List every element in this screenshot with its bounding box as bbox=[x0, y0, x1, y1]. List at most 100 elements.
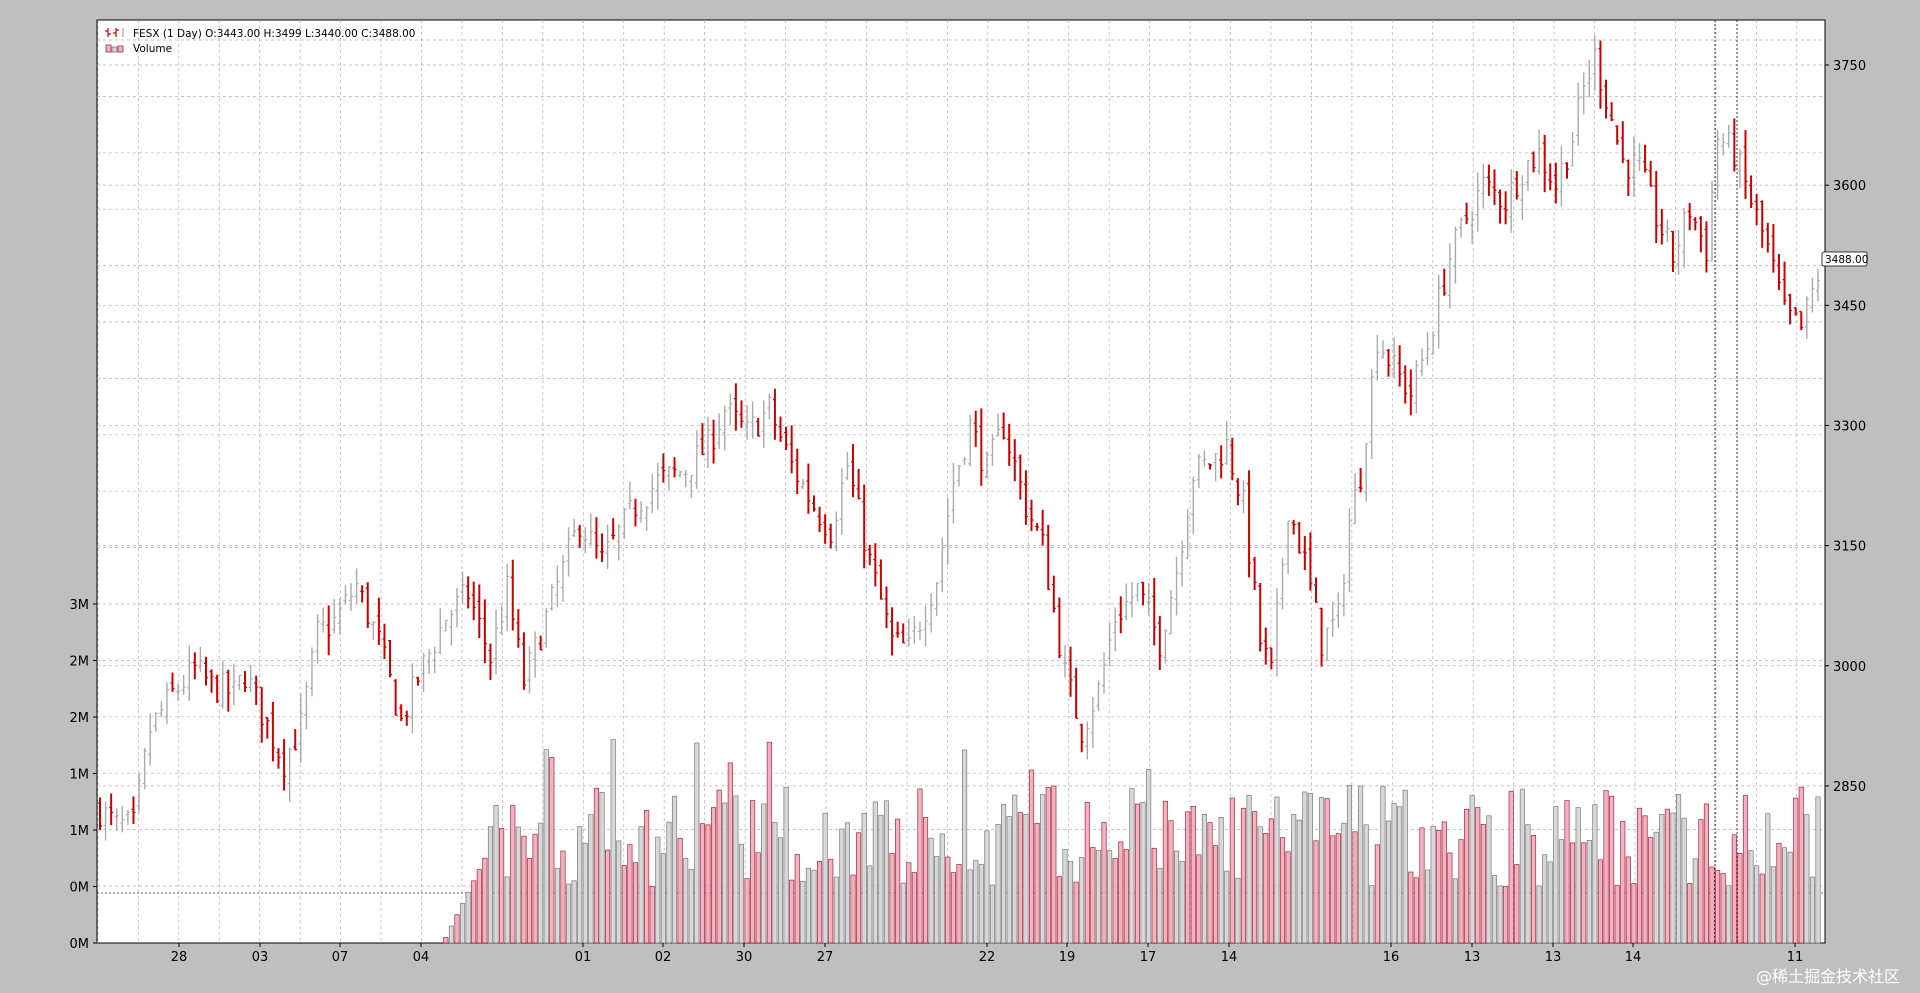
volume-bar bbox=[945, 856, 951, 944]
volume-bar bbox=[616, 840, 622, 944]
volume-bar bbox=[1698, 819, 1704, 944]
volume-bar bbox=[1759, 873, 1765, 944]
x-tick-label: 11 bbox=[1787, 950, 1804, 965]
volume-bar bbox=[906, 862, 912, 944]
volume-bar bbox=[1620, 821, 1626, 944]
price-tick-label: 3450 bbox=[1833, 299, 1866, 314]
volume-bar bbox=[482, 857, 488, 944]
volume-bar bbox=[1798, 786, 1804, 944]
volume-bar bbox=[844, 822, 850, 944]
volume-bar bbox=[738, 843, 745, 944]
volume-bar bbox=[1659, 813, 1665, 944]
price-tag-box bbox=[1821, 251, 1868, 267]
volume-bar bbox=[828, 858, 834, 944]
volume-bar bbox=[1330, 835, 1336, 944]
volume-bar bbox=[666, 821, 672, 944]
volume-bar bbox=[711, 807, 717, 944]
volume-bar bbox=[1224, 870, 1230, 944]
volume-bar bbox=[1575, 807, 1581, 944]
volume-bar bbox=[499, 828, 505, 944]
volume-bar bbox=[1012, 794, 1018, 944]
volume-bar bbox=[939, 833, 945, 944]
volume-bar bbox=[911, 872, 917, 944]
volume-tick-label: 2M bbox=[70, 711, 90, 726]
volume-bar bbox=[1793, 797, 1799, 944]
volume-bar bbox=[1146, 769, 1152, 944]
volume-bar bbox=[1770, 866, 1776, 944]
volume-bar bbox=[1123, 849, 1129, 944]
volume-bar bbox=[1491, 875, 1498, 944]
volume-bar bbox=[805, 867, 811, 944]
volume-bar bbox=[1519, 788, 1525, 944]
volume-bar bbox=[1397, 806, 1403, 944]
volume-bar bbox=[443, 936, 449, 944]
volume-bar bbox=[1380, 785, 1386, 944]
volume-bar bbox=[1436, 830, 1442, 944]
volume-bar bbox=[1263, 833, 1269, 944]
volume-bar bbox=[1748, 850, 1754, 944]
volume-bar bbox=[1095, 849, 1101, 944]
volume-bar bbox=[1079, 857, 1085, 944]
volume-bar bbox=[644, 809, 650, 944]
volume-bar bbox=[1765, 813, 1771, 944]
volume-bar bbox=[1408, 871, 1414, 944]
volume-bar bbox=[1134, 803, 1141, 944]
volume-bar bbox=[1715, 870, 1721, 944]
volume-bar bbox=[1140, 801, 1146, 944]
volume-bar bbox=[1118, 841, 1124, 944]
volume-bar bbox=[1201, 813, 1207, 944]
volume-bar bbox=[1742, 795, 1749, 944]
volume-bar bbox=[1614, 884, 1620, 944]
x-axis: 28 03 07 04 01 02 30 27 22 19 17 14 16 13 13 14 11 bbox=[171, 943, 1804, 965]
volume-bar bbox=[1642, 815, 1648, 944]
volume-bar bbox=[755, 852, 761, 944]
volume-bar bbox=[1274, 796, 1280, 944]
volume-bar bbox=[1781, 847, 1788, 944]
volume-bar bbox=[1809, 876, 1815, 944]
volume-bar bbox=[883, 800, 890, 944]
volume-bar bbox=[822, 812, 828, 944]
volume-tick-label: 2M bbox=[70, 655, 90, 670]
volume-bar bbox=[677, 837, 683, 944]
volume-bar bbox=[1631, 883, 1637, 944]
volume-bar bbox=[1218, 816, 1224, 944]
volume-bar bbox=[1162, 800, 1168, 944]
volume-bar bbox=[1464, 808, 1470, 944]
volume-bar bbox=[1737, 853, 1743, 944]
volume-bar bbox=[1625, 856, 1631, 944]
volume-bar bbox=[967, 869, 973, 944]
volume-bar bbox=[532, 833, 538, 944]
x-tick-label: 19 bbox=[1059, 950, 1076, 965]
volume-bar bbox=[588, 814, 594, 944]
volume-bar bbox=[1720, 873, 1726, 944]
volume-bar bbox=[1196, 854, 1202, 944]
volume-bar bbox=[599, 792, 605, 944]
volume-bar bbox=[454, 914, 460, 944]
volume-bar bbox=[1291, 814, 1297, 944]
volume-bar bbox=[1592, 804, 1598, 944]
volume-bar bbox=[1469, 795, 1475, 944]
volume-bar bbox=[1213, 845, 1219, 944]
volume-bar bbox=[744, 878, 750, 944]
volume-tick-label: 0M bbox=[70, 881, 90, 896]
volume-bar bbox=[1040, 794, 1046, 944]
volume-bar bbox=[811, 869, 817, 944]
volume-bar bbox=[856, 832, 862, 944]
volume-bar bbox=[872, 801, 878, 944]
volume-bar bbox=[1056, 876, 1062, 944]
x-tick-label: 14 bbox=[1625, 950, 1642, 965]
volume-bar bbox=[1603, 790, 1609, 944]
x-tick-label: 28 bbox=[171, 950, 188, 965]
volume-bar bbox=[1279, 837, 1286, 944]
volume-bar bbox=[1558, 839, 1564, 944]
x-tick-label: 27 bbox=[817, 950, 834, 965]
volume-bar bbox=[783, 786, 789, 944]
volume-bar bbox=[1636, 807, 1643, 944]
volume-bar bbox=[1653, 831, 1659, 944]
volume-bar bbox=[895, 818, 901, 944]
volume-bar bbox=[538, 822, 544, 944]
volume-bar bbox=[1804, 814, 1810, 944]
legend-volume-label: Volume bbox=[133, 43, 172, 55]
price-tick-label: 3600 bbox=[1833, 179, 1866, 194]
